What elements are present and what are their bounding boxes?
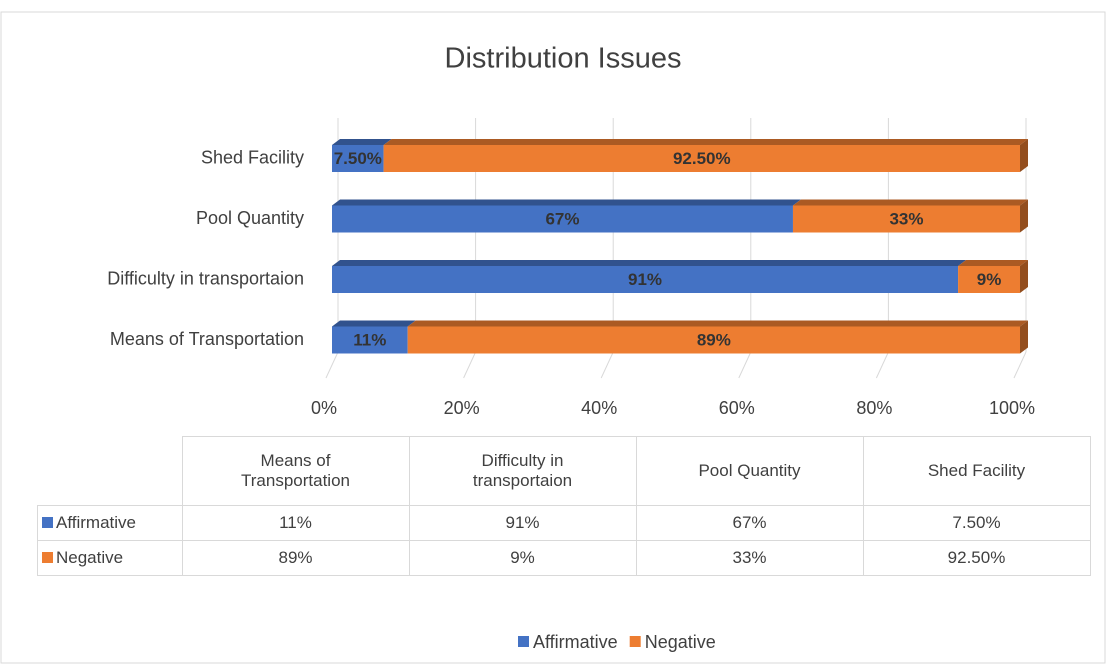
bar <box>407 326 1020 354</box>
table-row-name: Affirmative <box>37 505 183 541</box>
bar-top <box>332 139 392 145</box>
bar <box>332 266 959 293</box>
table-cell: 33% <box>635 540 864 576</box>
table-cell: 92.50% <box>862 540 1091 576</box>
data-label: 91% <box>628 270 662 289</box>
bar <box>332 326 408 354</box>
data-label: 33% <box>889 209 923 228</box>
table-cell: 11% <box>181 505 410 541</box>
corner-cell <box>37 436 183 506</box>
data-label: 11% <box>353 330 386 349</box>
bar <box>383 145 1021 172</box>
table-cell: 89% <box>181 540 410 576</box>
table-row-name: Negative <box>37 540 183 576</box>
x-tick-label: 80% <box>856 398 892 418</box>
bar-side <box>1020 199 1028 233</box>
data-table: Means of Transportation Difficulty in tra… <box>37 436 1091 576</box>
y-tick-label: Shed Facility <box>201 147 304 167</box>
floor-line <box>600 351 614 379</box>
bar <box>332 145 384 172</box>
bar <box>332 205 793 233</box>
bar-top <box>332 260 967 266</box>
bar-side <box>1020 260 1028 293</box>
table-row: Affirmative 11% 91% 67% 7.50% <box>37 505 1091 541</box>
floor-line <box>325 351 339 379</box>
bar-top <box>407 320 1028 327</box>
bar-side <box>1020 139 1028 172</box>
legend-label: Affirmative <box>533 632 618 652</box>
table-series-name: Affirmative <box>56 513 136 532</box>
data-label: 89% <box>697 330 731 349</box>
floor-line <box>463 351 477 379</box>
y-tick-label: Pool Quantity <box>196 208 304 228</box>
table-cell: 91% <box>408 505 637 541</box>
bar-top <box>383 139 1029 145</box>
floor-line <box>738 351 752 379</box>
legend-swatch <box>518 636 529 647</box>
data-label: 7.50% <box>334 149 382 168</box>
table-cell: 67% <box>635 505 864 541</box>
table-header-cell: Difficulty in transportaion <box>408 436 637 506</box>
x-tick-label: 100% <box>989 398 1035 418</box>
floor-line <box>1013 351 1027 379</box>
x-tick-label: 60% <box>719 398 755 418</box>
chart-title: Distribution Issues <box>445 43 682 75</box>
y-tick-label: Difficulty in transportaion <box>107 268 304 288</box>
bar-top <box>958 260 1028 266</box>
x-tick-label: 0% <box>311 398 337 418</box>
x-tick-label: 20% <box>444 398 480 418</box>
table-header-cell: Shed Facility <box>862 436 1091 506</box>
bar-top <box>332 320 416 327</box>
data-label: 9% <box>977 270 1002 289</box>
table-header: Means of Transportation Difficulty in tra… <box>37 436 1091 506</box>
floor-line <box>875 351 889 379</box>
data-label: 92.50% <box>673 149 731 168</box>
legend-swatch <box>629 636 641 647</box>
bar-side <box>1020 320 1028 354</box>
table-row: Negative 89% 9% 33% 92.50% <box>37 540 1091 576</box>
table-series-name: Negative <box>56 548 124 567</box>
x-tick-label: 40% <box>581 398 617 418</box>
legend-label: Negative <box>645 632 716 652</box>
legend-swatch <box>42 517 53 528</box>
bar <box>792 205 1020 233</box>
bar-top <box>332 199 801 206</box>
data-label: 67% <box>545 209 579 228</box>
table-cell: 9% <box>408 540 637 576</box>
bar-top <box>792 199 1028 206</box>
legend-swatch <box>42 552 53 563</box>
bar <box>958 266 1020 293</box>
table-header-cell: Means of Transportation <box>181 436 410 506</box>
table-cell: 7.50% <box>862 505 1091 541</box>
y-tick-label: Means of Transportation <box>110 329 304 349</box>
table-header-cell: Pool Quantity <box>635 436 864 506</box>
